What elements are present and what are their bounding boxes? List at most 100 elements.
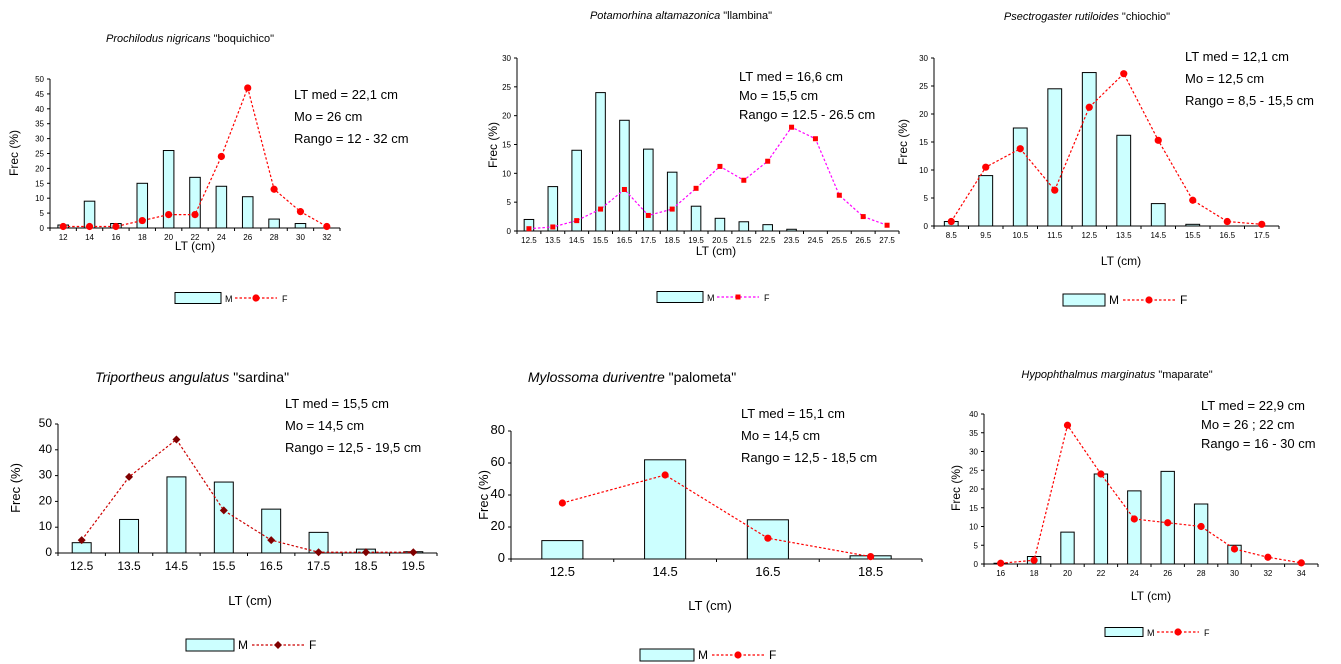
y-tick-label: 0 [45, 545, 52, 559]
point-f [621, 186, 627, 192]
stat-annotation: LT med = 22,1 cm [294, 87, 398, 102]
y-tick-label: 40 [969, 410, 978, 419]
title-common-name: "palometa" [665, 369, 736, 385]
bar-m [189, 176, 201, 229]
x-tick-label: 12.5 [550, 564, 575, 579]
legend-label-f: F [1204, 628, 1210, 638]
series-line-f [950, 72, 1262, 225]
point-f [409, 548, 418, 557]
y-tick-label: 20 [502, 112, 511, 121]
x-axis-label: LT (cm) [688, 598, 732, 613]
x-tick-label: 12.5 [1081, 231, 1097, 240]
x-tick-label: 24 [217, 233, 226, 242]
y-tick-label: 5 [507, 198, 512, 207]
y-tick-label: 15 [502, 141, 511, 150]
x-tick-label: 19.5 [402, 559, 426, 573]
x-tick-label: 28 [270, 233, 279, 242]
y-tick-label: 10 [919, 166, 928, 175]
point-f [191, 210, 199, 219]
legend-swatch-m [656, 291, 704, 303]
bar-m [268, 218, 280, 229]
x-tick-label: 12.5 [521, 236, 537, 245]
x-tick-label: 16 [996, 569, 1005, 578]
x-tick-label: 12.5 [70, 559, 94, 573]
x-axis-label: LT (cm) [228, 593, 272, 608]
point-f [1085, 103, 1093, 111]
stat-annotation: Mo = 14,5 cm [741, 428, 820, 443]
point-f [219, 506, 228, 515]
legend-label-m: M [1109, 293, 1119, 307]
chart-panel-2: Potamorhina altamazonica "llambina" 0 5 10 1… [486, 10, 900, 303]
x-tick-label: 19.5 [688, 236, 704, 245]
bar-m [1060, 531, 1075, 565]
point-f [1258, 220, 1266, 228]
x-tick-label: 24 [1130, 569, 1139, 578]
x-tick-label: 12 [59, 233, 68, 242]
stat-annotation: LT med = 16,6 cm [739, 69, 843, 84]
bar-m [643, 148, 654, 232]
point-f [1154, 136, 1162, 144]
x-tick-label: 9.5 [980, 231, 992, 240]
y-axis-label: Frec (%) [476, 470, 491, 520]
bar-m [162, 150, 175, 229]
bar-m [1012, 127, 1028, 227]
point-f [59, 222, 67, 231]
point-f [314, 548, 323, 557]
x-tick-label: 20 [1063, 569, 1072, 578]
point-f [112, 222, 120, 231]
stat-annotation: Rango = 12 - 32 cm [294, 131, 409, 146]
x-tick-label: 11.5 [1047, 231, 1063, 240]
point-f [1016, 145, 1024, 153]
point-f [812, 136, 818, 142]
y-axis-label: Frec (%) [7, 130, 21, 176]
bar-m [1150, 203, 1166, 227]
point-f [165, 210, 173, 219]
y-axis-label: Frec (%) [949, 465, 963, 511]
bar-m [1193, 503, 1209, 565]
bar-m [786, 228, 797, 232]
y-axis-label: Frec (%) [8, 463, 23, 513]
x-axis-label: LT (cm) [1131, 589, 1171, 603]
x-axis-label: LT (cm) [696, 244, 736, 258]
point-f [1097, 470, 1105, 478]
y-tick-label: 20 [491, 518, 505, 533]
point-f [1051, 186, 1059, 194]
y-tick-label: 5 [40, 209, 45, 218]
chart-title: Psectrogaster rutiloides "chiochio" [1004, 11, 1170, 23]
point-f [1030, 556, 1038, 564]
title-species: Hypophthalmus marginatus [1021, 369, 1155, 381]
point-f [1230, 545, 1239, 553]
x-tick-label: 17.5 [641, 236, 657, 245]
stat-annotation: LT med = 22,9 cm [1201, 398, 1305, 413]
point-f [645, 212, 651, 218]
y-tick-label: 0 [974, 560, 979, 569]
point-f [526, 226, 532, 232]
point-f [125, 472, 134, 481]
series-line-f [81, 438, 414, 553]
point-f [947, 217, 955, 226]
point-f [836, 192, 842, 198]
x-tick-label: 18.5 [354, 559, 378, 573]
bar-m [762, 224, 773, 232]
point-f [138, 216, 146, 225]
bar-m [738, 221, 750, 232]
bar-m [261, 508, 282, 554]
x-tick-label: 15.5 [1185, 231, 1201, 240]
y-tick-label: 30 [39, 468, 53, 482]
point-f [693, 185, 699, 191]
y-tick-label: 80 [491, 422, 505, 437]
point-f [172, 435, 181, 444]
title-species: Mylossoma duriventre [528, 369, 665, 385]
stat-annotation: Mo = 26 cm [294, 109, 362, 124]
chart-title: Prochilodus nigricans "boquichico" [106, 33, 274, 45]
x-tick-label: 22 [1096, 569, 1105, 578]
point-f [860, 214, 866, 220]
y-tick-label: 40 [39, 442, 53, 456]
y-tick-label: 5 [924, 194, 929, 203]
stat-annotation: LT med = 15,1 cm [741, 406, 845, 421]
bar-m [1093, 473, 1109, 565]
x-tick-label: 25.5 [832, 236, 848, 245]
point-f [1063, 421, 1072, 429]
bar-m [213, 481, 234, 554]
bar-m [547, 186, 559, 232]
